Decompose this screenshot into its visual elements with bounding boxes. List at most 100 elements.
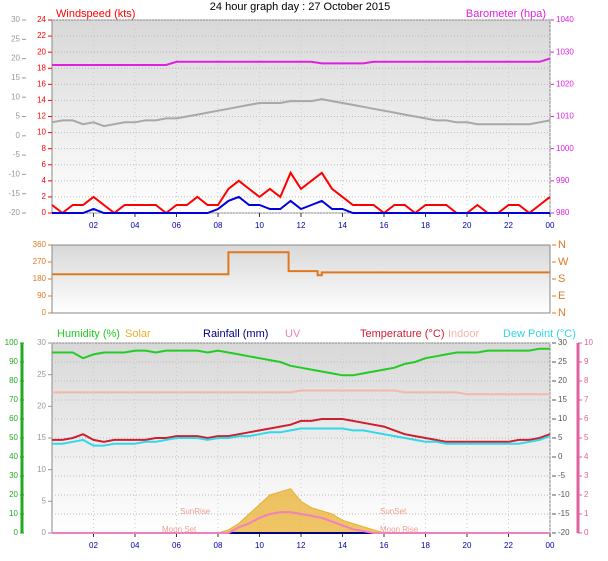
legend-entry: Solar [125, 328, 151, 340]
y4-tick-label: 3 [584, 471, 589, 480]
y-tick-label: 10 [9, 509, 18, 518]
y4-tick-label: 8 [584, 376, 589, 385]
series-line [51, 98, 551, 128]
legend-entry: Temperature (°C) [360, 328, 444, 340]
y-tick-label: 24 [37, 15, 46, 24]
y-tick-label: 50 [9, 433, 18, 442]
y2-tick-label: 10 [558, 414, 567, 423]
y-tick-label: 60 [9, 414, 18, 423]
y3-tick-label: 5 [42, 496, 47, 505]
legend-entry: UV [285, 328, 301, 340]
y3-tick-label: 15 [37, 433, 46, 442]
legend-entry: Rainfall (mm) [203, 328, 268, 340]
y2-tick-label: -10 [558, 490, 570, 499]
y-tick-label: 40 [9, 452, 18, 461]
y4-tick-label: 10 [584, 338, 593, 347]
y2-tick-label: 25 [558, 357, 567, 366]
legend-entry: Dew Point (°C) [503, 328, 576, 340]
x-tick-label: 02 [89, 221, 98, 230]
y-tick-label: 20 [37, 47, 46, 56]
y2-tick-label: 15 [558, 395, 567, 404]
series-line [52, 389, 550, 396]
y4-tick-label: 0 [584, 528, 589, 537]
annotation: Moon Set [162, 525, 197, 534]
y-tick-label: 360 [33, 240, 47, 249]
y2-tick-label: 1020 [556, 79, 574, 88]
series-line [52, 347, 550, 377]
y4-tick-label: 7 [584, 395, 589, 404]
y-tick-label: 0 [14, 528, 19, 537]
annotation: Moon Rise [380, 525, 419, 534]
y-tick-label: 16 [37, 79, 46, 88]
y-tick-label: 90 [9, 357, 18, 366]
y2-tick-label: 30 [558, 338, 567, 347]
x-tick-label: 12 [297, 221, 306, 230]
x-tick-label: 02 [89, 541, 98, 550]
y-tick-label: 90 [37, 291, 46, 300]
series-line [52, 427, 551, 447]
y-tick-label: 14 [37, 96, 46, 105]
x-tick-label: 18 [421, 221, 430, 230]
y2-tick-label: W [558, 256, 569, 268]
x-tick-label: 06 [172, 541, 181, 550]
y3-tick-label: 20 [11, 54, 20, 63]
x-tick-label: 06 [172, 221, 181, 230]
y2-axis-label: Barometer (hpa) [466, 8, 546, 20]
y2-tick-label: 980 [556, 208, 570, 217]
y3-tick-label: 5 [16, 112, 21, 121]
y-tick-label: 4 [42, 176, 47, 185]
y3-tick-label: 15 [11, 73, 20, 82]
y3-tick-label: -15 [8, 189, 20, 198]
y-tick-label: 70 [9, 395, 18, 404]
x-tick-label: 12 [297, 541, 306, 550]
y2-tick-label: 1010 [556, 112, 574, 121]
y-tick-label: 270 [33, 257, 47, 266]
y-tick-label: 80 [9, 376, 18, 385]
y-tick-label: 30 [9, 471, 18, 480]
y4-tick-label: 6 [584, 414, 589, 423]
x-tick-label: 20 [463, 221, 472, 230]
y2-tick-label: E [558, 290, 565, 302]
chart-title: 24 hour graph day : 27 October 2015 [210, 1, 390, 13]
y3-tick-label: 20 [37, 401, 46, 410]
y2-tick-label: 5 [558, 433, 563, 442]
y3-tick-label: -10 [8, 170, 20, 179]
y4-tick-label: 5 [584, 433, 589, 442]
y-tick-label: 0 [42, 308, 47, 317]
y3-tick-label: 10 [37, 465, 46, 474]
y4-tick-label: 4 [584, 452, 589, 461]
y2-tick-label: 1030 [556, 47, 574, 56]
x-tick-label: 10 [255, 221, 264, 230]
series-line [52, 57, 551, 66]
y4-tick-label: 9 [584, 357, 589, 366]
y-tick-label: 0 [42, 208, 47, 217]
x-tick-label: 22 [504, 221, 513, 230]
y4-tick-label: 1 [584, 509, 589, 518]
annotation: SunSet [380, 507, 407, 516]
x-tick-label: 08 [214, 541, 223, 550]
x-tick-label: 14 [338, 541, 347, 550]
y3-tick-label: 25 [11, 34, 20, 43]
y2-tick-label: 990 [556, 176, 570, 185]
y-tick-label: 22 [37, 31, 46, 40]
x-tick-label: 22 [504, 541, 513, 550]
y-tick-label: 10 [37, 128, 46, 137]
y-tick-label: 2 [42, 192, 47, 201]
x-tick-label: 08 [214, 221, 223, 230]
y3-tick-label: 0 [16, 131, 21, 140]
x-tick-label: 00 [546, 221, 555, 230]
y2-tick-label: -20 [558, 528, 570, 537]
y3-tick-label: -20 [8, 208, 20, 217]
y2-tick-label: S [558, 273, 565, 285]
y-axis-label: Windspeed (kts) [56, 8, 135, 20]
legend-entry: Indoor [448, 328, 480, 340]
y2-tick-label: 1000 [556, 144, 574, 153]
x-tick-label: 16 [380, 541, 389, 550]
y3-tick-label: 0 [42, 528, 47, 537]
y2-tick-label: -5 [558, 471, 566, 480]
x-tick-label: 20 [463, 541, 472, 550]
y2-tick-label: 20 [558, 376, 567, 385]
y3-tick-label: 25 [37, 370, 46, 379]
y3-tick-label: 30 [11, 15, 20, 24]
